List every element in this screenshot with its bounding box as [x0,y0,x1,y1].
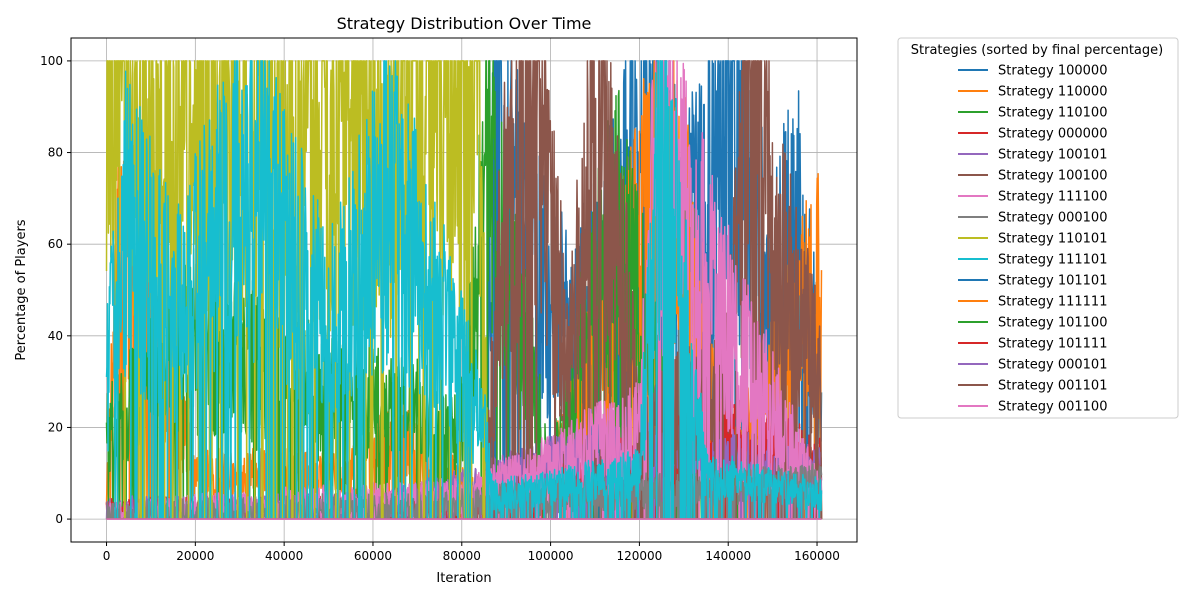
y-tick-label: 60 [48,237,63,251]
x-tick-label: 160000 [794,549,840,563]
x-axis-label: Iteration [436,571,491,586]
legend-title: Strategies (sorted by final percentage) [911,43,1163,58]
x-tick-label: 100000 [528,549,574,563]
legend-label: Strategy 101111 [998,337,1107,352]
legend-label: Strategy 101101 [998,274,1107,289]
legend-label: Strategy 100100 [998,169,1107,184]
x-tick-label: 80000 [443,549,481,563]
legend-label: Strategy 001101 [998,379,1107,394]
series-layer [105,60,823,520]
legend: Strategies (sorted by final percentage) … [897,37,1179,419]
y-tick-label: 40 [48,329,63,343]
plot-frame [70,37,858,543]
legend-label: Strategy 101100 [998,316,1107,331]
legend-label: Strategy 000100 [998,211,1107,226]
x-axis: 0 20000 40000 60000 80000 100000 120000 140000 1… [103,542,840,563]
legend-label: Strategy 100101 [998,148,1107,163]
legend-label: Strategy 000000 [998,127,1107,142]
legend-label: Strategy 000101 [998,358,1107,373]
x-tick-label: 120000 [617,549,663,563]
y-tick-label: 100 [40,54,63,68]
legend-label: Strategy 001100 [998,400,1107,415]
legend-label: Strategy 110000 [998,85,1107,100]
legend-label: Strategy 110100 [998,106,1107,121]
legend-label: Strategy 111101 [998,253,1107,268]
x-tick-label: 20000 [176,549,214,563]
legend-label: Strategy 110101 [998,232,1107,247]
y-tick-label: 80 [48,146,63,160]
y-tick-label: 20 [48,420,63,434]
chart-title: Strategy Distribution Over Time [337,14,592,33]
x-tick-label: 40000 [265,549,303,563]
x-tick-label: 60000 [354,549,392,563]
legend-label: Strategy 111111 [998,295,1107,310]
x-tick-label: 140000 [705,549,751,563]
legend-label: Strategy 100000 [998,64,1107,79]
y-tick-label: 0 [55,512,63,526]
legend-label: Strategy 111100 [998,190,1107,205]
x-tick-label: 0 [103,549,111,563]
y-axis: 0 20 40 60 80 100 [40,54,71,526]
y-axis-label: Percentage of Players [14,219,29,360]
legend-items: Strategy 100000 Strategy 110000 Strategy 1… [958,64,1107,415]
